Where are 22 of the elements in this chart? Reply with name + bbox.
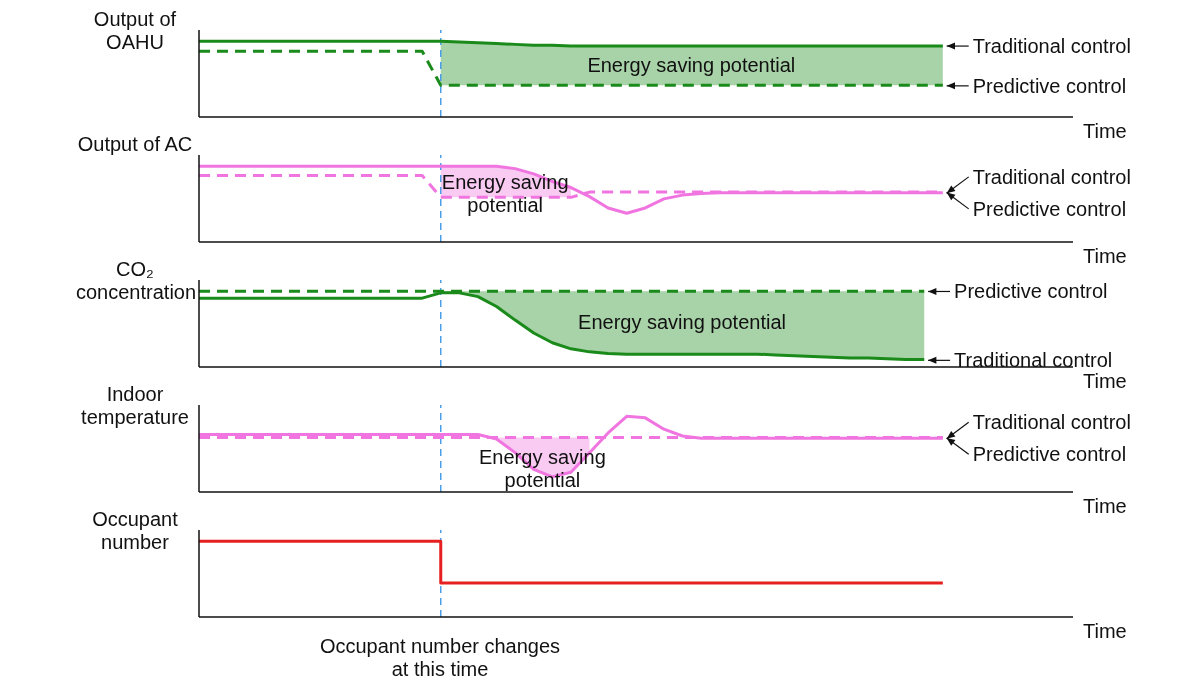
annotation: Energy saving potential bbox=[440, 171, 570, 218]
x-axis-title: Time bbox=[1083, 370, 1127, 393]
annotation: Energy saving potential bbox=[577, 311, 787, 335]
x-axis-title: Time bbox=[1083, 120, 1127, 143]
x-axis-title: Time bbox=[1083, 495, 1127, 518]
y-axis-title: Indoor temperature bbox=[80, 383, 190, 429]
series-label: Traditional control bbox=[954, 349, 1113, 372]
series-label: Predictive control bbox=[954, 280, 1108, 303]
x-axis-title: Time bbox=[1083, 620, 1127, 643]
y-axis-title: CO₂ concentration bbox=[76, 258, 197, 304]
series-label: Traditional control bbox=[972, 165, 1131, 188]
y-axis-title: Output of OAHU bbox=[92, 8, 178, 54]
series-label: Predictive control bbox=[972, 443, 1127, 466]
annotation: Energy saving potential bbox=[586, 53, 797, 77]
series-label: Traditional control bbox=[972, 35, 1131, 58]
y-axis-title: Output of AC bbox=[76, 133, 194, 156]
y-axis-title: Occupant number bbox=[91, 508, 179, 554]
series-label: Traditional control bbox=[972, 411, 1131, 434]
text: Occupant number changes at this time bbox=[318, 635, 562, 681]
series-label: Predictive control bbox=[972, 197, 1127, 220]
series-label: Predictive control bbox=[972, 74, 1127, 97]
x-axis-title: Time bbox=[1083, 245, 1127, 268]
